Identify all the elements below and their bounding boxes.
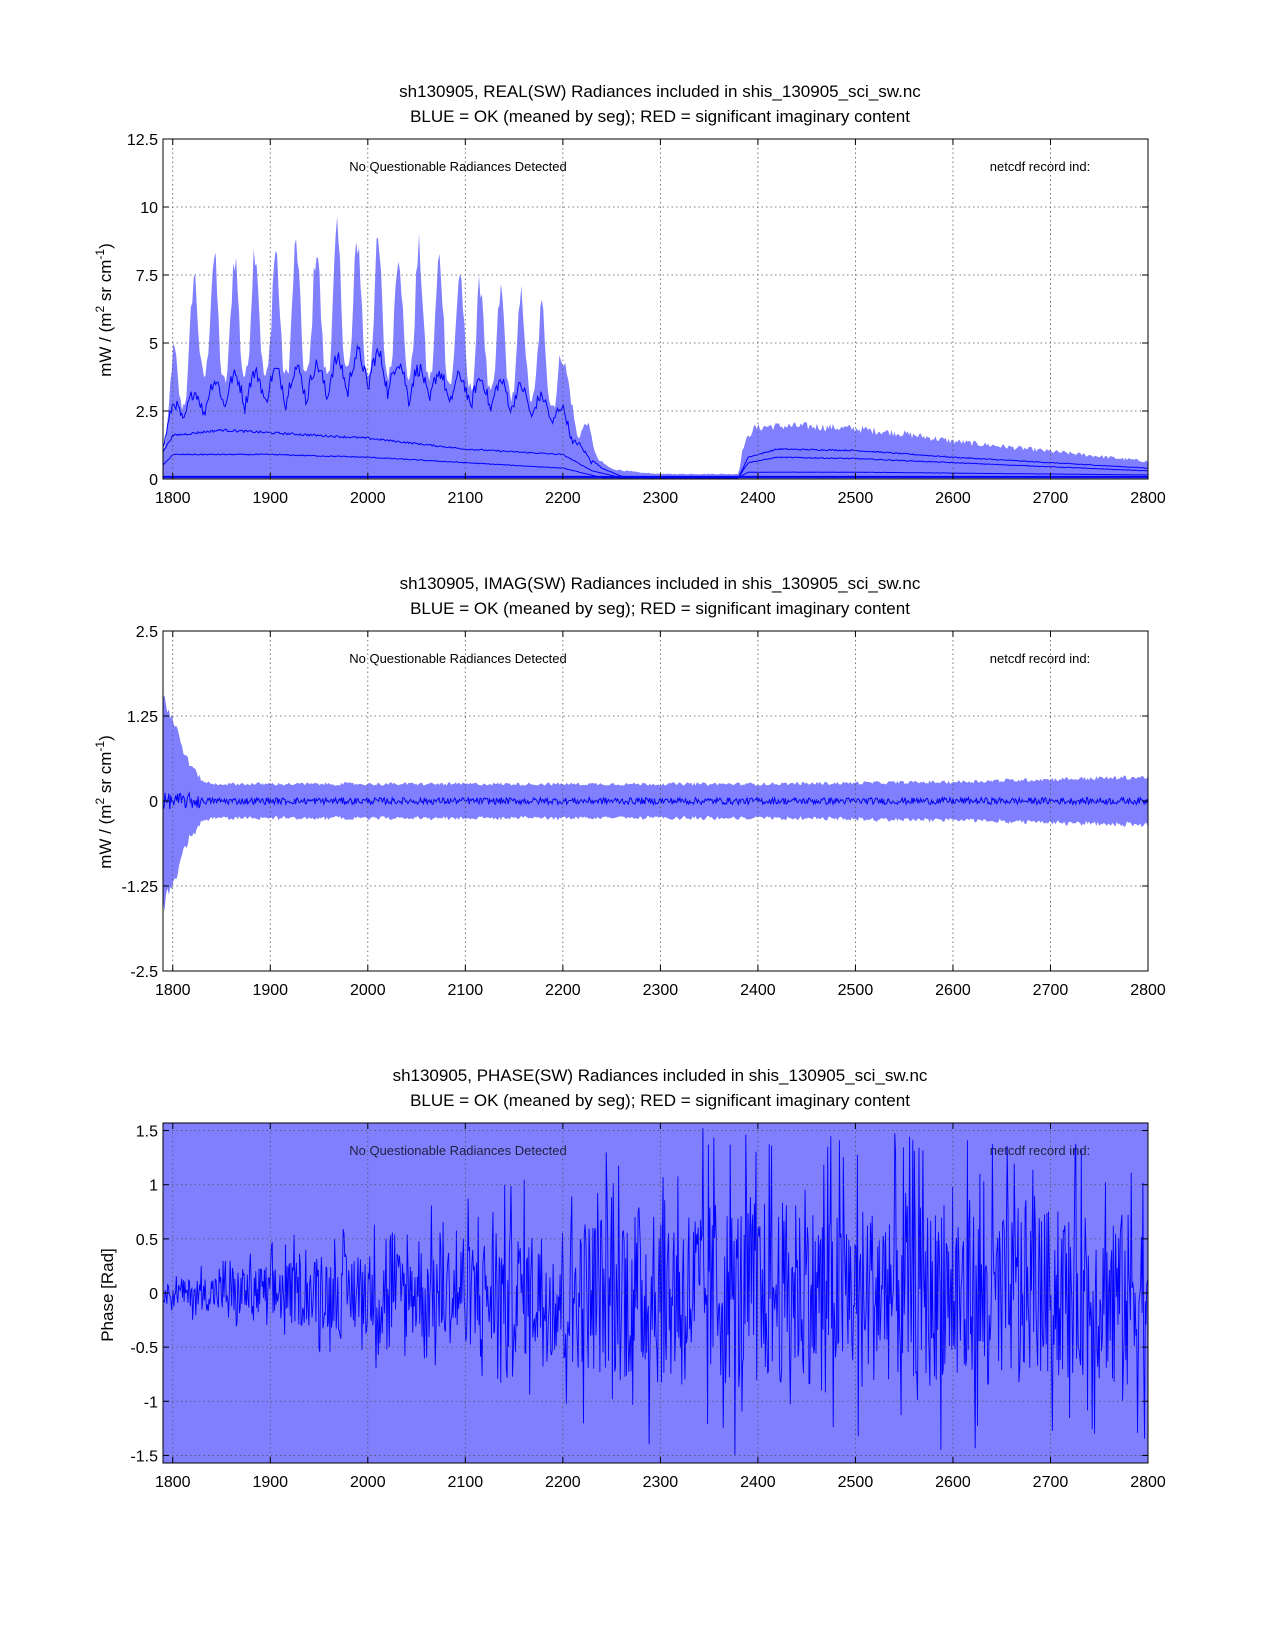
y-tick-label: 0 bbox=[149, 1286, 158, 1303]
y-tick-label: 0 bbox=[149, 472, 158, 489]
x-tick-label: 2500 bbox=[838, 490, 874, 507]
y-tick-label: 0.5 bbox=[136, 1232, 158, 1249]
y-tick-label: -1.5 bbox=[130, 1448, 158, 1465]
x-tick-label: 2100 bbox=[448, 1474, 484, 1491]
x-tick-label: 1800 bbox=[155, 490, 191, 507]
y-tick-label: 10 bbox=[140, 200, 158, 217]
y-tick-label: -1.25 bbox=[122, 879, 159, 896]
x-tick-label: 2200 bbox=[545, 1474, 581, 1491]
ylabel-sup: -1 bbox=[93, 249, 107, 260]
x-tick-label: 2600 bbox=[935, 1474, 971, 1491]
y-tick-label: -2.5 bbox=[130, 964, 158, 981]
x-tick-label: 2800 bbox=[1130, 490, 1166, 507]
x-tick-label: 2500 bbox=[838, 1474, 874, 1491]
plot-frame bbox=[162, 1122, 1149, 1464]
x-tick-label: 2400 bbox=[740, 982, 776, 999]
ylabel-sup: 2 bbox=[93, 306, 107, 313]
y-tick-label: 7.5 bbox=[136, 268, 158, 285]
x-tick-label: 2100 bbox=[448, 490, 484, 507]
x-tick-label: 2500 bbox=[838, 982, 874, 999]
x-tick-label: 2000 bbox=[350, 490, 386, 507]
panel-real-title: sh130905, REAL(SW) Radiances included in… bbox=[399, 82, 921, 101]
plot-area bbox=[163, 216, 1148, 479]
plot-area bbox=[163, 695, 1148, 912]
plot-frame bbox=[162, 138, 1149, 480]
plot-frame bbox=[162, 630, 1149, 972]
x-tick-label: 2700 bbox=[1033, 490, 1069, 507]
panel-phase-subtitle: BLUE = OK (meaned by seg); RED = signifi… bbox=[410, 1091, 910, 1110]
x-tick-label: 2000 bbox=[350, 1474, 386, 1491]
y-tick-label: 5 bbox=[149, 336, 158, 353]
ylabel-part: ) bbox=[96, 735, 115, 741]
y-tick-label: 2.5 bbox=[136, 624, 158, 641]
panel-real: sh130905, REAL(SW) Radiances included in… bbox=[93, 82, 1166, 507]
x-tick-label: 2200 bbox=[545, 490, 581, 507]
ylabel-part: sr cm bbox=[96, 752, 115, 798]
x-tick-label: 2600 bbox=[935, 982, 971, 999]
x-tick-label: 2600 bbox=[935, 490, 971, 507]
ylabel-part: sr cm bbox=[96, 260, 115, 306]
panel-phase-annotation-right: netcdf record ind: bbox=[990, 1143, 1090, 1158]
panel-imag-subtitle: BLUE = OK (meaned by seg); RED = signifi… bbox=[410, 599, 910, 618]
x-tick-label: 2000 bbox=[350, 982, 386, 999]
panel-imag-annotation-right: netcdf record ind: bbox=[990, 651, 1090, 666]
series-phase bbox=[163, 1127, 1148, 1455]
panel-imag-ylabel: mW / (m2 sr cm-1) bbox=[93, 735, 115, 869]
x-tick-label: 2300 bbox=[643, 490, 679, 507]
x-tick-label: 2800 bbox=[1130, 1474, 1166, 1491]
x-tick-label: 2400 bbox=[740, 490, 776, 507]
panel-imag-annotation-left: No Questionable Radiances Detected bbox=[349, 651, 567, 666]
x-tick-label: 2100 bbox=[448, 982, 484, 999]
panel-phase-title: sh130905, PHASE(SW) Radiances included i… bbox=[393, 1066, 928, 1085]
x-tick-label: 1800 bbox=[155, 1474, 191, 1491]
x-tick-label: 2200 bbox=[545, 982, 581, 999]
x-tick-label: 2300 bbox=[643, 1474, 679, 1491]
series-envelope-max bbox=[163, 216, 1148, 479]
x-tick-label: 1800 bbox=[155, 982, 191, 999]
ylabel-part: mW / (m bbox=[96, 313, 115, 377]
y-tick-label: 1.25 bbox=[127, 709, 158, 726]
panel-real-subtitle: BLUE = OK (meaned by seg); RED = signifi… bbox=[410, 107, 910, 126]
panel-real-ylabel: mW / (m2 sr cm-1) bbox=[93, 243, 115, 377]
x-tick-label: 1900 bbox=[252, 490, 288, 507]
panel-imag-title: sh130905, IMAG(SW) Radiances included in… bbox=[400, 574, 921, 593]
x-tick-label: 2800 bbox=[1130, 982, 1166, 999]
x-tick-label: 2400 bbox=[740, 1474, 776, 1491]
ylabel-sup: 2 bbox=[93, 798, 107, 805]
y-tick-label: 2.5 bbox=[136, 404, 158, 421]
y-tick-label: 1.5 bbox=[136, 1124, 158, 1141]
panel-real-annotation-left: No Questionable Radiances Detected bbox=[349, 159, 567, 174]
panel-imag: sh130905, IMAG(SW) Radiances included in… bbox=[93, 574, 1166, 999]
x-tick-label: 2700 bbox=[1033, 982, 1069, 999]
x-tick-label: 1900 bbox=[252, 982, 288, 999]
x-tick-label: 2700 bbox=[1033, 1474, 1069, 1491]
ylabel-part: mW / (m bbox=[96, 805, 115, 869]
x-tick-label: 1900 bbox=[252, 1474, 288, 1491]
ylabel-sup: -1 bbox=[93, 741, 107, 752]
series-mean bbox=[163, 791, 1148, 810]
y-tick-label: 1 bbox=[149, 1178, 158, 1195]
panel-phase-ylabel: Phase [Rad] bbox=[98, 1248, 117, 1342]
y-tick-label: -1 bbox=[144, 1394, 158, 1411]
panel-real-annotation-right: netcdf record ind: bbox=[990, 159, 1090, 174]
y-tick-label: 0 bbox=[149, 794, 158, 811]
x-tick-label: 2300 bbox=[643, 982, 679, 999]
ylabel-part: ) bbox=[96, 243, 115, 249]
y-tick-label: -0.5 bbox=[130, 1340, 158, 1357]
plot-area bbox=[163, 1123, 1148, 1463]
panel-phase-annotation-left: No Questionable Radiances Detected bbox=[349, 1143, 567, 1158]
y-tick-label: 12.5 bbox=[127, 132, 158, 149]
panel-real-plot: 1800 1900 2000 2100 2200 2300 2400 2500 2600 2700… bbox=[127, 132, 1166, 507]
panel-phase-plot: 1800 1900 2000 2100 2200 2300 2400 2500 2600 2700… bbox=[130, 1122, 1166, 1491]
panel-imag-plot: 1800 1900 2000 2100 2200 2300 2400 2500 2600 2700… bbox=[122, 624, 1166, 999]
panel-phase: sh130905, PHASE(SW) Radiances included i… bbox=[98, 1066, 1166, 1491]
